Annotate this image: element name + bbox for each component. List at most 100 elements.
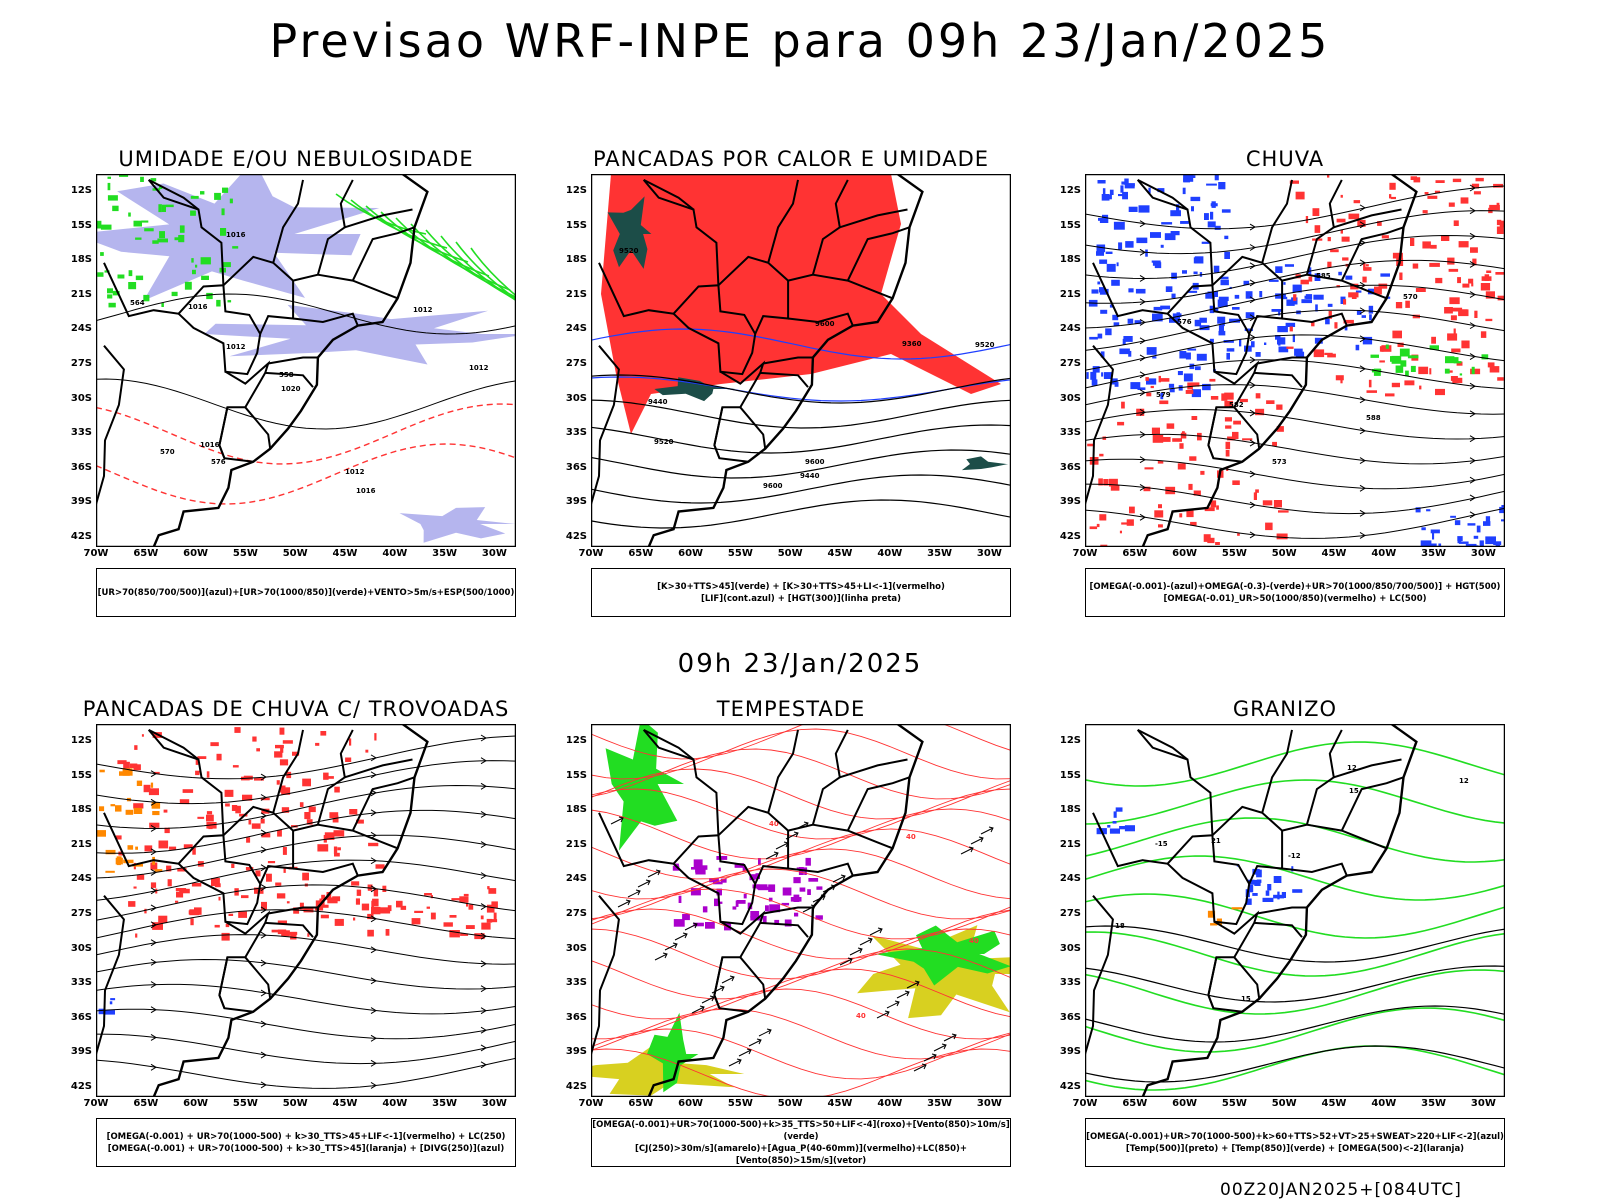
humidity-contour bbox=[135, 275, 144, 281]
omega-area bbox=[1325, 317, 1330, 325]
rain-area bbox=[1431, 336, 1436, 344]
map-granizo[interactable]: 21 18 15 15 12 12 -15 -12 bbox=[1085, 724, 1505, 1097]
streamline-arrow bbox=[1139, 220, 1146, 228]
lon-tick-label: 55W bbox=[232, 548, 258, 559]
hail-area bbox=[1265, 890, 1270, 896]
omega-area bbox=[1432, 533, 1435, 540]
rain-area bbox=[1278, 510, 1289, 513]
lat-tick-label: 15S bbox=[565, 219, 587, 231]
rain-area bbox=[1342, 257, 1349, 261]
thunderstorm-area bbox=[306, 819, 313, 825]
kt-area bbox=[607, 196, 652, 269]
rain-area bbox=[1089, 526, 1098, 530]
rain-area bbox=[1379, 360, 1385, 363]
hail-area bbox=[1252, 868, 1260, 875]
lon-tick-label: 65W bbox=[1122, 548, 1148, 559]
lat-tick-label: 21S bbox=[565, 288, 587, 300]
humidity-contour bbox=[216, 299, 221, 307]
border-line bbox=[1340, 776, 1404, 832]
lon-tick-label: 65W bbox=[628, 548, 654, 559]
omega500-area bbox=[1231, 907, 1243, 910]
humidity-contour bbox=[159, 231, 165, 239]
humidity-contour bbox=[140, 176, 144, 182]
streamline-arrow bbox=[370, 1082, 377, 1089]
map-trovoadas[interactable] bbox=[96, 724, 516, 1097]
border-line bbox=[1257, 906, 1307, 915]
omega-area bbox=[1467, 523, 1476, 526]
lat-tick-label: 21S bbox=[70, 838, 92, 850]
thunderstorm-area bbox=[396, 900, 403, 908]
omega-area bbox=[1134, 320, 1142, 325]
omega-area bbox=[1457, 536, 1463, 541]
map-tempestade[interactable]: 40 40 40 40 bbox=[591, 724, 1011, 1097]
border-line bbox=[265, 371, 314, 388]
lat-tick-label: 15S bbox=[565, 769, 587, 781]
severe-area bbox=[720, 878, 727, 883]
omega-area bbox=[1361, 315, 1366, 318]
thunderstorm-area bbox=[481, 922, 491, 930]
rain-area bbox=[1392, 330, 1402, 339]
severe-area bbox=[768, 884, 776, 892]
legend-line: [OMEGA(-0.001)+UR>70(1000-500)+k>60+TTS>… bbox=[1086, 1131, 1504, 1142]
humidity-contour bbox=[227, 300, 232, 303]
omega-area bbox=[1209, 338, 1214, 343]
contour-label: 573 bbox=[1272, 458, 1287, 466]
rain-area bbox=[1311, 321, 1315, 327]
streamline-arrow bbox=[150, 887, 157, 895]
omega-area bbox=[1103, 372, 1113, 379]
lon-tick-label: 40W bbox=[877, 548, 903, 559]
legend-box: [K>30+TTS>45](verde) + [K>30+TTS>45+LI<-… bbox=[591, 568, 1011, 617]
thunderstorm-area bbox=[197, 756, 207, 759]
border-line bbox=[1207, 407, 1243, 463]
rain-area bbox=[1458, 241, 1469, 248]
border-line bbox=[846, 226, 910, 282]
hgt300-line bbox=[591, 399, 1011, 429]
omega-area bbox=[1454, 520, 1461, 526]
omega-area bbox=[1301, 299, 1312, 304]
streamline-arrow bbox=[260, 773, 267, 781]
rain-area bbox=[1330, 249, 1339, 253]
omega-strong-area bbox=[1407, 355, 1419, 359]
wind850-area bbox=[874, 925, 1011, 986]
severe-area bbox=[713, 881, 723, 885]
lat-tick-label: 36S bbox=[1059, 461, 1081, 473]
humidity-contour bbox=[100, 224, 112, 230]
streamline bbox=[1085, 185, 1505, 230]
map-pancadas[interactable]: 9600 9600 9600 9520 9520 9520 9440 9440 9360 bbox=[591, 174, 1011, 547]
streamline-arrow bbox=[1469, 207, 1476, 215]
lat-tick-label: 24S bbox=[1059, 323, 1081, 335]
divergence-area bbox=[109, 1001, 113, 1005]
rain-area bbox=[1295, 191, 1305, 200]
omega-strong-area bbox=[1410, 365, 1416, 372]
severe-area bbox=[695, 867, 706, 875]
thunderstorm-area bbox=[179, 888, 190, 894]
streamline-arrow bbox=[260, 989, 267, 997]
map-chuva[interactable]: 585 588 582 579 576 573 570 bbox=[1085, 174, 1505, 547]
streamline-arrow bbox=[1469, 184, 1476, 192]
rain-area bbox=[1265, 522, 1273, 531]
omega-area bbox=[1327, 303, 1333, 307]
wind-vector bbox=[886, 1000, 900, 1009]
streamline-arrow bbox=[1359, 281, 1366, 289]
lat-tick-label: 12S bbox=[1059, 735, 1081, 746]
rain-area bbox=[1459, 309, 1468, 315]
border-line bbox=[812, 273, 893, 300]
lon-tick-label: 50W bbox=[1271, 548, 1297, 559]
streamline-arrow bbox=[480, 872, 487, 880]
streamline-arrow bbox=[260, 1020, 267, 1028]
wind-vector bbox=[859, 937, 873, 946]
map-umidade[interactable]: 1016 1016 1016 1016 1012 1012 1012 1012 1020 576 5… bbox=[96, 174, 516, 547]
omega-area bbox=[1194, 319, 1202, 327]
lat-tick-label: 39S bbox=[565, 1046, 587, 1058]
humidity-contour bbox=[190, 210, 196, 216]
lon-tick-label: 40W bbox=[1371, 548, 1397, 559]
rain-area bbox=[1099, 453, 1104, 457]
map-frame bbox=[1085, 174, 1505, 547]
map-frame bbox=[591, 724, 1011, 1097]
humidity-contour bbox=[107, 182, 111, 191]
rain-area bbox=[1324, 352, 1333, 355]
contour-label: 570 bbox=[1403, 293, 1418, 301]
convection-area bbox=[110, 804, 116, 807]
convection-area bbox=[105, 870, 115, 873]
temp850-contour bbox=[1085, 779, 1505, 825]
